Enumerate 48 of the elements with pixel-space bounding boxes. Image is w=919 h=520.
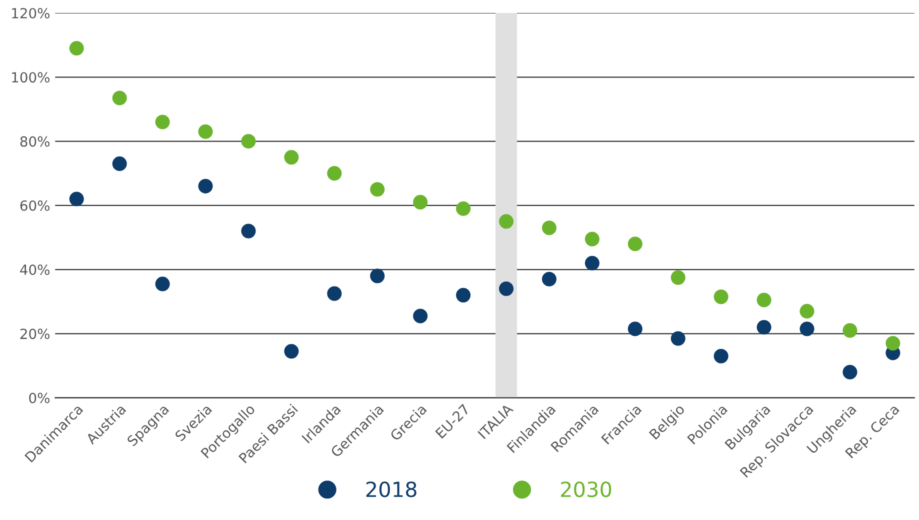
point <box>413 194 428 210</box>
point <box>584 232 600 246</box>
point <box>628 236 642 252</box>
y-tick-label: 120% <box>12 8 50 18</box>
point <box>284 344 299 359</box>
point <box>498 281 514 296</box>
y-tick-label: 80% <box>20 136 50 147</box>
y-tick-label: 100% <box>12 72 50 83</box>
point <box>112 156 127 171</box>
point <box>756 320 772 335</box>
y-tick-label: 0% <box>29 392 50 404</box>
point <box>155 276 170 292</box>
point <box>327 166 342 181</box>
point <box>714 348 728 364</box>
point <box>800 322 814 336</box>
y-tick-label: 20% <box>20 328 50 340</box>
point <box>198 124 213 139</box>
point <box>498 214 514 229</box>
point <box>756 292 772 308</box>
y-tick-label: 40% <box>20 264 50 276</box>
point <box>413 308 428 324</box>
point <box>542 220 556 236</box>
point <box>112 90 127 106</box>
point <box>327 286 342 301</box>
legend-label: 2018 <box>366 481 416 498</box>
point <box>714 290 728 304</box>
point <box>842 323 858 338</box>
point <box>670 270 686 285</box>
point <box>886 336 900 351</box>
point <box>370 268 385 284</box>
point <box>69 40 84 56</box>
point <box>670 331 686 346</box>
point <box>241 134 256 149</box>
y-tick-label: 60% <box>20 200 50 211</box>
point <box>456 288 471 302</box>
point <box>456 201 471 216</box>
point <box>241 224 256 238</box>
point <box>542 272 556 286</box>
point <box>800 304 814 319</box>
point <box>198 178 213 194</box>
point <box>842 364 858 380</box>
point <box>370 182 385 197</box>
point <box>628 322 642 336</box>
point <box>284 150 299 165</box>
point <box>155 114 170 130</box>
point <box>69 192 84 206</box>
point <box>584 256 600 270</box>
legend-label: 2030 <box>561 481 612 498</box>
